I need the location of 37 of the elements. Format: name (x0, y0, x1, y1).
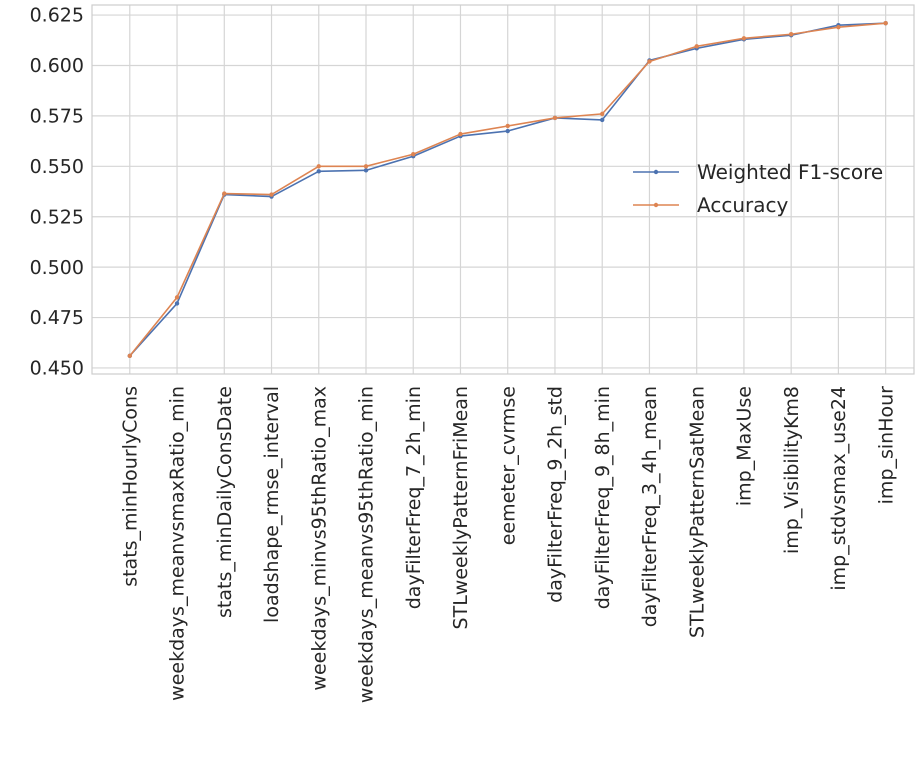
y-tick-label: 0.625 (30, 4, 84, 27)
point (506, 124, 510, 128)
x-tick-label: dayFilterFreq_7_2h_min (402, 386, 425, 610)
x-tick-label: dayFilterFreq_9_2h_std (544, 386, 567, 603)
x-tick-label: dayFilterFreq_9_8h_min (592, 386, 614, 610)
x-tick-label: imp_MaxUse (734, 386, 756, 506)
x-tick-label: weekdays_meanvsmaxRatio_min (166, 386, 189, 701)
y-tick-label: 0.475 (30, 307, 84, 330)
x-tick-label: imp_VisibilityKm8 (780, 386, 803, 554)
x-tick-label: stats_minHourlyCons (119, 386, 142, 587)
x-tick-label: imp_stdvsmax_use24 (828, 386, 850, 591)
y-tick-label: 0.450 (30, 358, 84, 380)
y-tick-label: 0.500 (30, 256, 84, 279)
y-tick-label: 0.600 (30, 55, 84, 78)
point (364, 164, 368, 169)
x-tick-label: stats_minDailyConsDate (214, 386, 236, 618)
legend-label: Weighted F1-score (697, 160, 884, 184)
y-tick-label: 0.550 (30, 156, 84, 178)
point (506, 128, 510, 134)
point (174, 295, 180, 300)
x-tick-label: STLweeklyPatternFriMean (450, 386, 472, 630)
y-tick-label: 0.575 (30, 106, 84, 128)
y-tick-label: 0.525 (30, 206, 84, 228)
x-tick-label: imp_sinHour (875, 386, 898, 504)
point (600, 118, 604, 122)
x-tick-label: weekdays_minvs95thRatio_max (308, 386, 330, 691)
point (364, 168, 368, 173)
x-tick-label: loadshape_rmse_interval (261, 386, 284, 623)
point (600, 112, 604, 116)
x-tick-label: STLweeklyPatternSatMean (686, 386, 708, 638)
point (316, 164, 321, 169)
x-tick-label: weekdays_meanvs95thRatio_min (356, 386, 378, 704)
point (174, 301, 180, 306)
legend-label: Accuracy (697, 193, 788, 217)
x-tick-label: dayFilterFreq_3_4h_mean (639, 386, 662, 628)
point (316, 169, 321, 174)
x-tick-label: eemeter_cvrmse (497, 386, 520, 546)
